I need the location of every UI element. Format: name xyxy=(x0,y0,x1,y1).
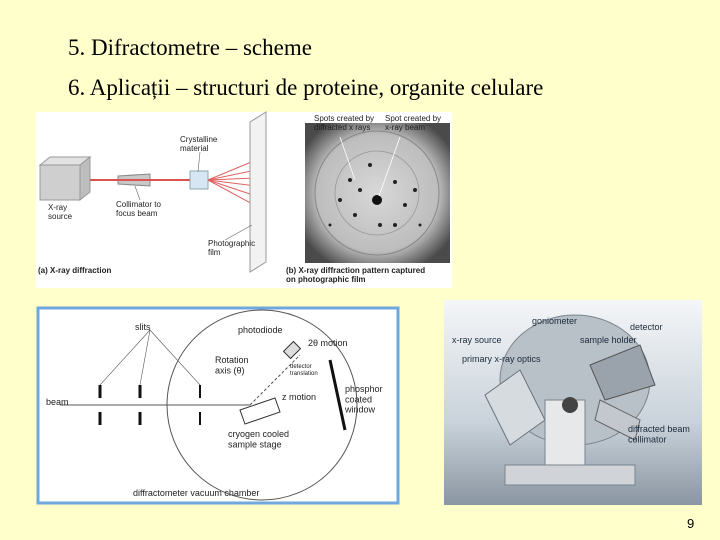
figure-b xyxy=(282,112,452,288)
label-line: source xyxy=(48,212,73,221)
label-line: detector xyxy=(290,364,312,370)
figure-c xyxy=(36,306,400,505)
label: goniometer xyxy=(532,316,577,326)
label: primary x-ray optics xyxy=(462,354,541,364)
caption-line: on photographic film xyxy=(286,275,366,284)
label-line: phosphor xyxy=(345,384,383,394)
heading-line: 6. Aplicații – structuri de proteine, or… xyxy=(68,75,543,100)
caption: (b) X-ray diffraction pattern captured on… xyxy=(286,266,425,284)
label-line: collimator xyxy=(628,434,667,444)
label-line: focus beam xyxy=(116,209,158,218)
label-line: Crystalline xyxy=(180,135,218,144)
label: Spot created by x-ray beam xyxy=(385,114,441,132)
caption: (a) X-ray diffraction xyxy=(38,266,111,275)
label: diffracted beam collimator xyxy=(628,424,690,444)
label: beam xyxy=(46,397,69,407)
photo xyxy=(444,300,702,505)
label-line: film xyxy=(208,248,221,257)
label-line: coated xyxy=(345,394,372,404)
label-line: Collimator to xyxy=(116,200,161,209)
label: diffractometer vacuum chamber xyxy=(133,488,259,498)
label-line: material xyxy=(180,144,209,153)
label: z motion xyxy=(282,392,316,402)
label: photodiode xyxy=(238,325,283,335)
label: slits xyxy=(135,322,151,332)
label-line: sample stage xyxy=(228,439,282,449)
label: x-ray source xyxy=(452,335,502,345)
label-line: Spot created by xyxy=(385,114,441,123)
label: Photographic film xyxy=(208,239,255,257)
label: Crystalline material xyxy=(180,135,218,153)
label-line: diffracted x rays xyxy=(314,123,370,132)
label: detector translation xyxy=(290,364,318,377)
page-number: 9 xyxy=(687,516,694,531)
label: phosphor coated window xyxy=(344,384,383,415)
label-line: Rotation xyxy=(215,355,249,365)
label-line: axis (θ) xyxy=(215,365,245,375)
label-line: diffracted beam xyxy=(628,424,690,434)
label: sample holder xyxy=(580,335,637,345)
label-line: cryogen cooled xyxy=(228,429,289,439)
label-line: window xyxy=(344,405,376,415)
label-line: X-ray xyxy=(48,203,67,212)
label: Spots created by diffracted x rays xyxy=(314,114,374,132)
label: Collimator to focus beam xyxy=(116,200,161,218)
label-line: translation xyxy=(290,371,318,377)
heading-line: 5. Difractometre – scheme xyxy=(68,35,312,60)
label: 2θ motion xyxy=(308,338,348,348)
label-line: Photographic xyxy=(208,239,255,248)
caption-line: (b) X-ray diffraction pattern captured xyxy=(286,266,425,275)
label: detector xyxy=(630,322,663,332)
label: X-ray source xyxy=(48,203,73,221)
figure-a xyxy=(36,111,282,288)
label-line: Spots created by xyxy=(314,114,374,123)
label: Rotation axis (θ) xyxy=(215,355,249,375)
label-line: x-ray beam xyxy=(385,123,425,132)
label: cryogen cooled sample stage xyxy=(228,429,289,449)
